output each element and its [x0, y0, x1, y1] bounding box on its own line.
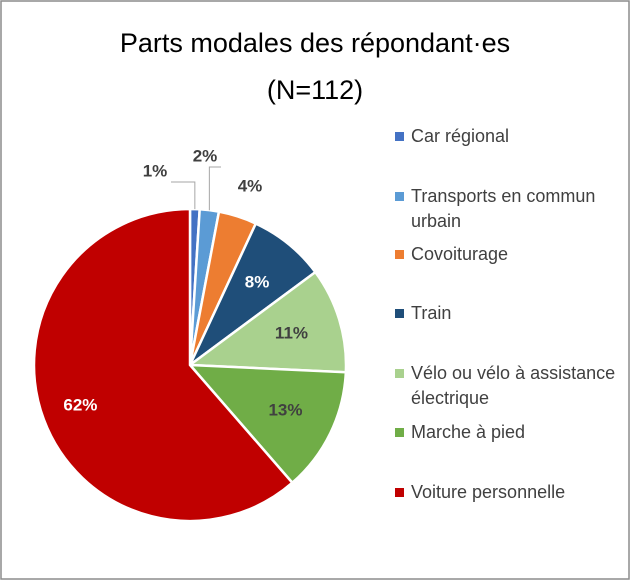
pie-slice: [187, 363, 348, 485]
legend-swatch: [395, 250, 404, 259]
legend-swatch: [395, 132, 404, 141]
data-label: 62%: [63, 395, 97, 414]
legend-label-line: urbain: [411, 211, 461, 231]
legend-swatch: [395, 309, 404, 318]
legend-swatch: [395, 488, 404, 497]
data-label: 8%: [245, 272, 270, 291]
legend-label: Marche à pied: [411, 422, 525, 442]
legend-label-line: Vélo ou vélo à assistance: [411, 363, 615, 383]
legend-swatch: [395, 192, 404, 201]
legend-label: Covoiturage: [411, 244, 508, 264]
legend-label-line: électrique: [411, 388, 489, 408]
legend-label: Transports en commun urbain: [411, 186, 595, 231]
legend-label: Car régional: [411, 126, 509, 146]
data-label: 11%: [275, 324, 308, 343]
chart-subtitle: (N=112): [267, 75, 363, 105]
legend-label-line: Transports en commun: [411, 186, 595, 206]
legend-swatch: [395, 369, 404, 378]
data-label: 1%: [143, 161, 168, 180]
leader-line: [171, 181, 196, 210]
data-label: 4%: [238, 176, 263, 195]
legend-swatch: [395, 428, 404, 437]
legend-label: Vélo ou vélo à assistance électrique: [411, 363, 615, 408]
legend-label: Voiture personnelle: [411, 482, 565, 502]
pie-slice: [32, 207, 295, 523]
data-label: 13%: [268, 401, 302, 420]
chart-title: Parts modales des répondant·es: [120, 28, 510, 58]
pie-slice: [186, 270, 348, 374]
data-label: 2%: [193, 146, 218, 165]
leader-line: [208, 166, 221, 211]
legend-label: Train: [411, 303, 451, 323]
